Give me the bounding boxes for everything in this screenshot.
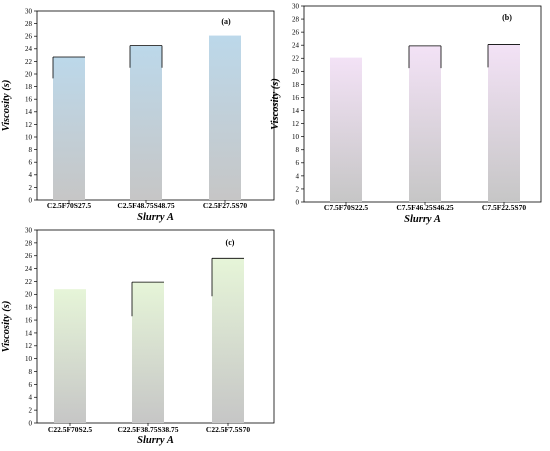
y-tick-label: 18	[292, 81, 300, 89]
y-tick-label: 6	[29, 381, 33, 389]
bar	[409, 45, 441, 202]
y-tick-label: 8	[29, 146, 33, 154]
y-tick-label: 2	[29, 407, 33, 415]
y-tick-label: 14	[25, 108, 33, 116]
bar	[132, 282, 164, 423]
y-tick-label: 22	[25, 278, 33, 286]
y-tick-label: 20	[292, 68, 300, 76]
y-tick-label: 30	[25, 7, 33, 15]
y-tick-label: 24	[25, 265, 33, 273]
bar	[488, 44, 520, 203]
x-category-label: C22.5F70S2.5	[48, 425, 92, 434]
y-tick-label: 2	[29, 184, 33, 192]
y-tick-label: 20	[25, 291, 33, 299]
y-tick-label: 12	[292, 120, 300, 128]
y-tick-label: 30	[25, 226, 33, 234]
y-tick-label: 14	[25, 329, 33, 337]
bar	[130, 45, 162, 201]
panel-label: (a)	[221, 17, 231, 26]
panel-label: (c)	[226, 238, 235, 247]
y-tick-label: 0	[29, 419, 33, 427]
y-tick-label: 22	[25, 58, 33, 66]
y-tick-label: 20	[25, 70, 33, 78]
y-tick-label: 8	[29, 368, 33, 376]
x-category-label: C7.5F70S22.5	[324, 203, 368, 212]
y-tick-label: 28	[25, 239, 33, 247]
bar	[330, 57, 362, 202]
y-tick-label: 14	[292, 107, 300, 115]
y-tick-label: 8	[296, 146, 300, 154]
y-tick-label: 0	[296, 198, 300, 206]
x-category-label: C7.5F46.25S46.25	[396, 203, 454, 212]
y-axis-title: Viscosity (s)	[270, 78, 281, 130]
x-category-label: C22.5F38.75S38.75	[117, 425, 178, 434]
y-tick-label: 4	[29, 171, 33, 179]
bars	[330, 44, 520, 203]
x-category-label: C22.5F7.5S70	[206, 425, 250, 434]
x-axis-title: Slurry A	[137, 212, 174, 223]
y-tick-label: 12	[25, 342, 33, 350]
y-tick-label: 12	[25, 121, 33, 129]
y-tick-label: 4	[29, 394, 33, 402]
y-tick-label: 4	[296, 172, 300, 180]
y-tick-label: 0	[29, 196, 33, 204]
y-tick-label: 24	[25, 45, 33, 53]
y-tick-label: 30	[292, 2, 300, 10]
x-category-label: C2.5F48.75S48.75	[117, 201, 175, 210]
y-tick-label: 26	[25, 252, 33, 260]
x-axis: C22.5F70S2.5 C22.5F38.75S38.75 C22.5F7.5S7…	[48, 423, 250, 434]
y-tick-label: 16	[292, 94, 300, 102]
y-tick-label: 10	[292, 133, 300, 141]
bar	[54, 289, 86, 423]
x-category-label: C7.5F22.5S70	[482, 203, 526, 212]
y-tick-label: 18	[25, 304, 33, 312]
y-axis-title: Viscosity (s)	[1, 80, 12, 132]
y-tick-label: 6	[29, 159, 33, 167]
bar	[209, 35, 241, 200]
panel-label: (b)	[502, 13, 512, 22]
x-axis: C7.5F70S22.5 C7.5F46.25S46.25 C7.5F22.5S70	[324, 202, 526, 212]
x-axis-title: Slurry A	[137, 435, 174, 446]
y-tick-label: 26	[25, 33, 33, 41]
y-tick-label: 10	[25, 133, 33, 141]
y-tick-label: 16	[25, 96, 33, 104]
y-tick-label: 28	[292, 15, 300, 23]
x-category-label: C2.5F70S27.5	[47, 201, 91, 210]
y-tick-label: 16	[25, 316, 33, 324]
x-category-label: C2.5F27.5S70	[203, 201, 247, 210]
y-tick-label: 24	[292, 42, 300, 50]
y-tick-label: 2	[296, 185, 300, 193]
bar	[53, 56, 85, 200]
y-tick-label: 18	[25, 83, 33, 91]
y-tick-label: 28	[25, 20, 33, 28]
y-axis-title: Viscosity (s)	[1, 301, 12, 353]
y-tick-label: 10	[25, 355, 33, 363]
bars	[52, 35, 241, 201]
y-tick-label: 22	[292, 55, 300, 63]
bars	[54, 257, 244, 423]
x-axis: C2.5F70S27.5 C2.5F48.75S48.75 C2.5F27.5S70	[47, 200, 247, 210]
y-tick-label: 6	[296, 159, 300, 167]
y-tick-label: 26	[292, 29, 300, 37]
bar	[212, 258, 244, 423]
x-axis-title: Slurry A	[404, 214, 441, 225]
